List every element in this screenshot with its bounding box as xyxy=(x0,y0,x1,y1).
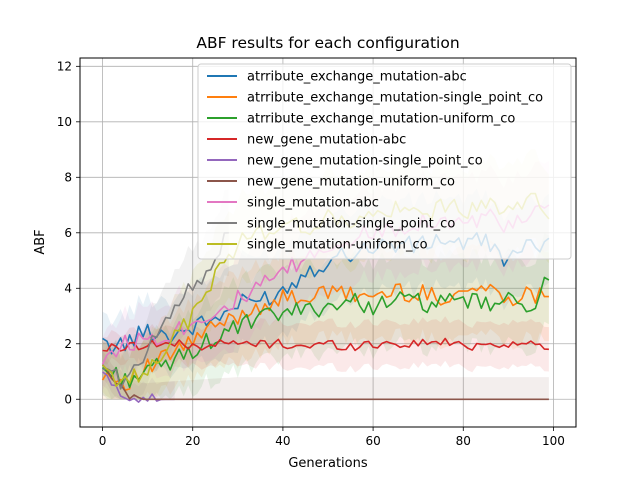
legend-label-1: atrribute_exchange_mutation-single_point… xyxy=(247,91,543,106)
x-tick-label-0: 0 xyxy=(99,434,107,448)
series-lines xyxy=(101,192,550,403)
x-tick-label-3: 60 xyxy=(365,434,380,448)
band-3 xyxy=(102,316,549,373)
x-axis-ticks: 0 20 40 60 80 100 xyxy=(99,427,565,448)
x-axis-label: Generations xyxy=(288,456,368,471)
x-tick-label-4: 80 xyxy=(456,434,471,448)
plot-frame xyxy=(79,57,577,428)
y-tick-label-3: 6 xyxy=(64,226,72,240)
series-line-5 xyxy=(101,364,549,401)
band-1 xyxy=(102,239,549,400)
band-5 xyxy=(102,351,549,400)
chart-title: ABF results for each configuration xyxy=(196,34,459,52)
y-tick-label-5: 10 xyxy=(57,115,72,129)
series-line-7 xyxy=(102,232,229,390)
legend: atrribute_exchange_mutation-abc atrribute… xyxy=(197,63,572,260)
legend-label-0: atrribute_exchange_mutation-abc xyxy=(247,70,467,85)
y-tick-label-2: 4 xyxy=(64,281,72,295)
legend-items: atrribute_exchange_mutation-abc atrribute… xyxy=(207,70,543,253)
x-tick-label-1: 20 xyxy=(185,434,200,448)
legend-label-3: new_gene_mutation-abc xyxy=(247,133,406,148)
legend-label-2: atrribute_exchange_mutation-uniform_co xyxy=(247,112,515,127)
series-line-3 xyxy=(102,337,549,352)
legend-label-5: new_gene_mutation-uniform_co xyxy=(247,175,455,190)
y-axis-ticks: 0 2 4 6 8 10 12 xyxy=(57,59,80,406)
series-line-1 xyxy=(101,283,549,391)
y-tick-label-0: 0 xyxy=(64,392,72,406)
legend-label-8: single_mutation-uniform_co xyxy=(247,238,428,253)
band-2 xyxy=(102,233,549,400)
y-axis-label: ABF xyxy=(33,229,48,254)
band-7 xyxy=(102,189,229,400)
legend-label-6: single_mutation-abc xyxy=(247,196,379,211)
y-tick-label-6: 12 xyxy=(57,59,72,73)
legend-box xyxy=(197,63,572,260)
legend-label-7: single_mutation-single_point_co xyxy=(247,217,455,232)
x-tick-label-5: 100 xyxy=(542,434,565,448)
y-tick-label-4: 8 xyxy=(64,170,72,184)
y-tick-label-1: 2 xyxy=(64,337,72,351)
x-tick-label-2: 40 xyxy=(275,434,290,448)
series-line-2 xyxy=(101,276,550,389)
legend-label-4: new_gene_mutation-single_point_co xyxy=(247,154,483,169)
